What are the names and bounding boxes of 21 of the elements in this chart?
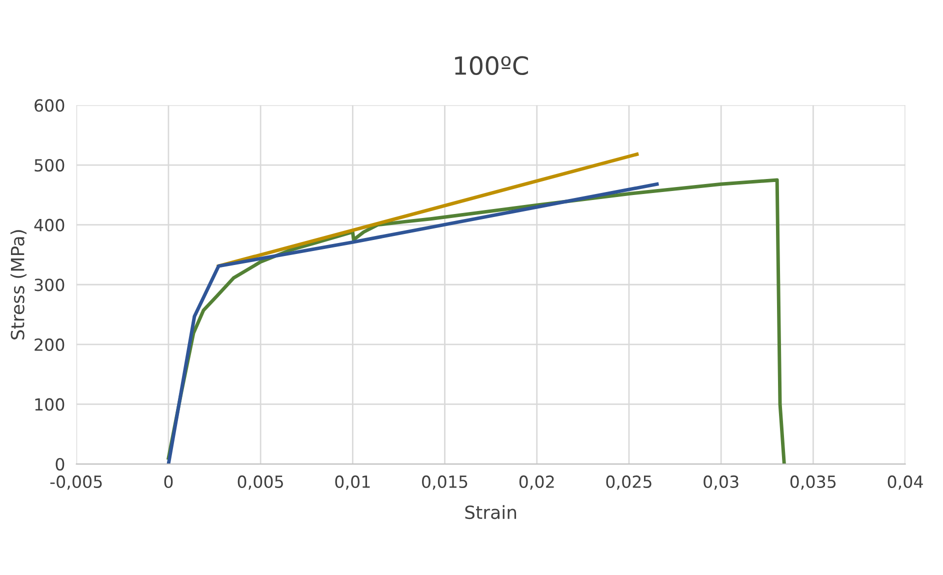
x-tick-label: 0: [164, 475, 173, 488]
chart-title: 100ºC: [455, 56, 528, 76]
x-tick-label: 0,025: [606, 475, 652, 490]
x-tick-label: 0,015: [422, 475, 468, 490]
x-tick-label: 0,02: [519, 475, 554, 490]
x-tick-label: 0,04: [888, 475, 923, 490]
x-axis-title: Strain: [465, 505, 516, 520]
x-tick-label: 0,005: [238, 475, 283, 490]
y-tick-label: 100: [35, 398, 64, 411]
line-series: [166, 182, 659, 464]
y-tick-label: 600: [34, 99, 64, 112]
y-axis-title: Stress (MPa): [10, 230, 27, 340]
y-tick-label: 400: [34, 218, 64, 232]
y-tick-label: 200: [34, 338, 64, 351]
x-tick-label: 0,03: [704, 475, 738, 490]
y-tick-label: 300: [34, 278, 64, 292]
y-tick-label: 0: [56, 458, 64, 471]
x-tick-label: 0,01: [335, 475, 370, 490]
y-tick-label: 500: [34, 158, 64, 172]
x-tick-label: -0,005: [50, 475, 102, 490]
x-tick-label: 0,035: [790, 475, 836, 490]
